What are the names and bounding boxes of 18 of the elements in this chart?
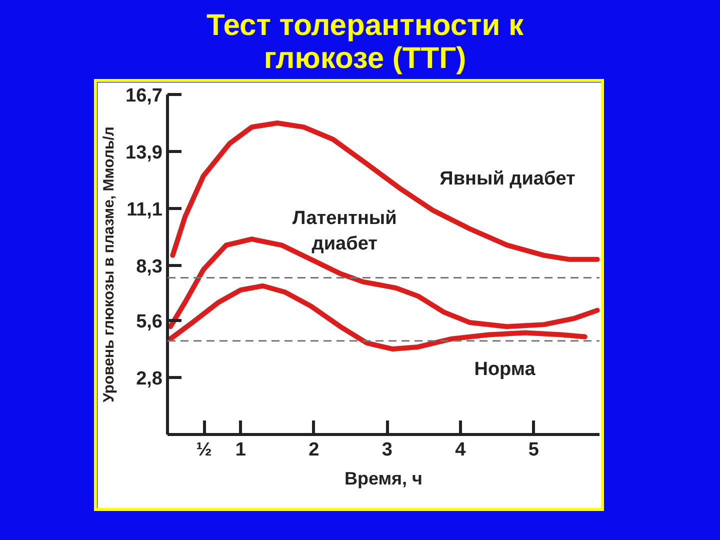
y-tick-label: 16,7	[126, 86, 163, 106]
y-tick-label: 13,9	[126, 142, 163, 164]
y-tick-label: 11,1	[126, 200, 163, 221]
x-tick-label: 4	[455, 440, 466, 460]
y-tick-label: 5,6	[136, 311, 163, 332]
x-tick-label: 5	[528, 440, 540, 460]
y-axis-title: Уровень глюкозы в плазме, Ммоль/л	[100, 126, 118, 402]
x-tick-label: 1	[235, 440, 246, 460]
y-tick-label: 8,3	[136, 256, 163, 278]
x-tick-label: 2	[308, 440, 320, 460]
series-label: Явный диабет	[440, 168, 576, 190]
series-label: Латентный диабет	[292, 208, 397, 254]
series-label: Норма	[474, 359, 536, 380]
x-axis-title: Время, ч	[344, 468, 423, 488]
chart-title: Тест толерантности к глюкозе (ТТГ)	[205, 9, 525, 75]
x-tick-label: 3	[382, 440, 392, 460]
x-tick-label: ½	[196, 440, 212, 460]
y-tick-label: 2,8	[136, 368, 163, 390]
